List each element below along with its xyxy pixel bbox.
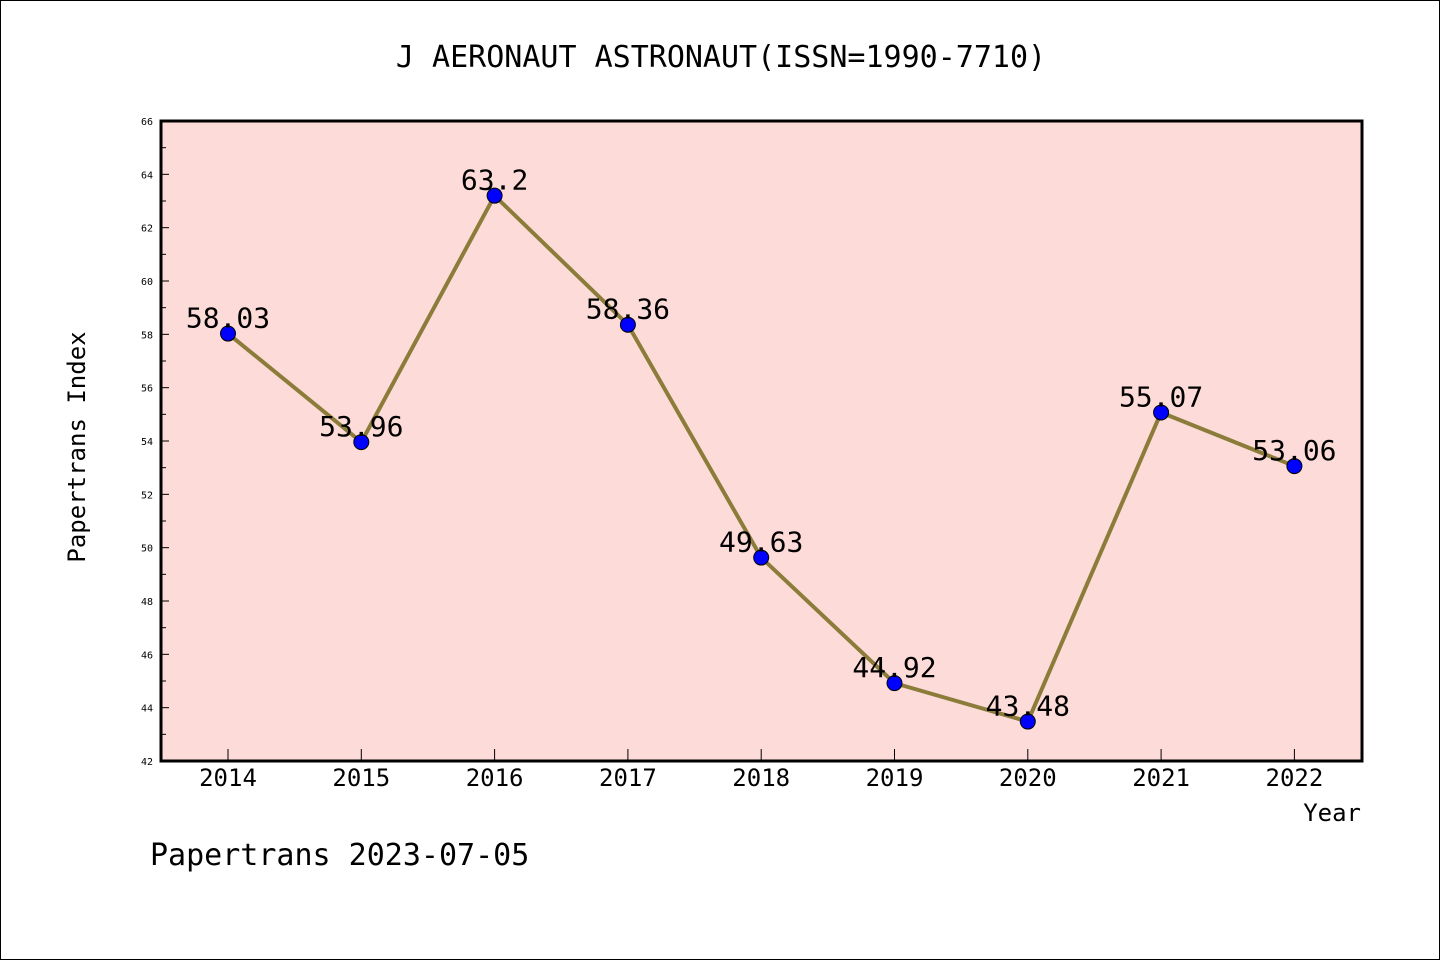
y-tick-label: 62 <box>141 224 153 235</box>
data-label: 53.96 <box>319 410 403 443</box>
y-tick-label: 42 <box>141 757 153 768</box>
x-tick-label: 2018 <box>732 764 790 792</box>
data-point-marker <box>486 187 503 204</box>
footer-text: Papertrans 2023-07-05 <box>150 838 529 873</box>
x-axis-ticks: 2014 2015 2016 2017 2018 2019 2020 2021 2022 <box>199 749 1323 792</box>
data-point-marker <box>886 675 903 692</box>
x-tick-label: 2014 <box>199 764 257 792</box>
data-point-marker <box>753 549 770 566</box>
x-tick-label: 2020 <box>999 764 1057 792</box>
data-point-marker <box>220 325 236 342</box>
data-label: 43.48 <box>986 690 1070 723</box>
x-tick-label: 2017 <box>599 764 657 792</box>
data-label: 58.03 <box>186 302 270 335</box>
x-tick-label: 2019 <box>866 764 924 792</box>
series-group <box>220 187 1303 730</box>
data-label: 55.07 <box>1119 380 1203 413</box>
y-tick-label: 64 <box>141 170 153 181</box>
y-tick-label: 52 <box>141 490 153 501</box>
data-label: 53.06 <box>1252 434 1336 467</box>
data-labels-group: 58.03 53.96 63.2 58.36 49.63 44.92 43.48 55.07 5… <box>186 164 1337 723</box>
y-tick-label: 60 <box>141 277 153 288</box>
y-tick-label: 48 <box>141 597 153 608</box>
y-tick-label: 54 <box>141 437 153 448</box>
y-tick-label: 46 <box>141 650 153 661</box>
y-tick-label: 58 <box>141 330 153 341</box>
chart-title: J AERONAUT ASTRONAUT(ISSN=1990-7710) <box>396 40 1046 75</box>
x-tick-label: 2015 <box>332 764 390 792</box>
data-point-marker <box>1153 404 1170 421</box>
y-tick-label: 66 <box>141 117 153 128</box>
data-point-marker <box>1019 713 1036 730</box>
data-label: 58.36 <box>586 293 670 326</box>
data-point-marker <box>1286 458 1303 475</box>
data-label: 49.63 <box>719 526 803 559</box>
y-tick-label: 44 <box>141 704 153 715</box>
data-label: 44.92 <box>852 651 936 684</box>
data-point-marker <box>353 434 370 451</box>
data-point-marker <box>619 316 636 333</box>
data-label: 63.2 <box>461 164 528 197</box>
plot-border <box>159 119 1364 763</box>
x-axis-label: Year <box>1303 799 1361 827</box>
y-axis-label: Papertrans Index <box>63 331 91 562</box>
x-tick-label: 2016 <box>466 764 524 792</box>
x-tick-label: 2022 <box>1266 764 1324 792</box>
x-tick-label: 2021 <box>1132 764 1190 792</box>
y-tick-label: 50 <box>141 544 153 555</box>
y-tick-label: 56 <box>141 384 153 395</box>
